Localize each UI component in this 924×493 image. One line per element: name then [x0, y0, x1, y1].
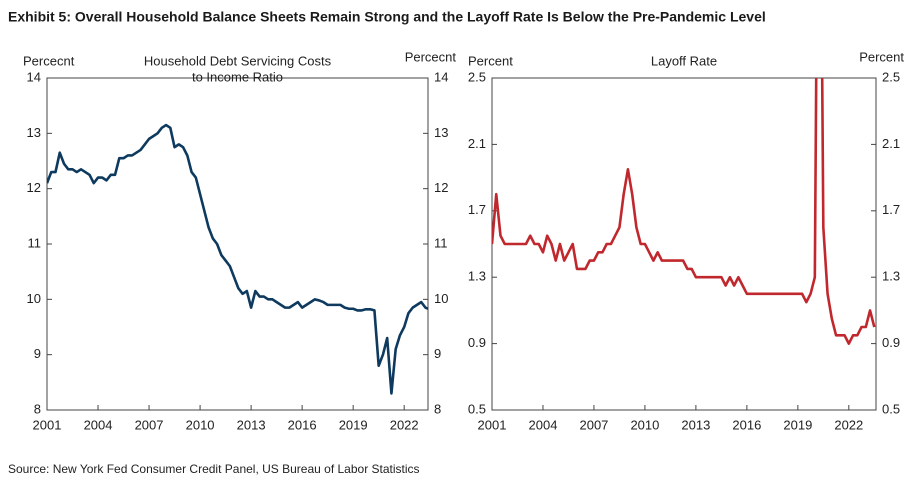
x-tick-label: 2007: [135, 417, 164, 432]
x-tick-label: 2013: [681, 417, 710, 432]
y-tick-label-right: 1.3: [882, 269, 900, 284]
y-tick-label-right: 0.9: [882, 335, 900, 350]
y-tick-label: 8: [34, 401, 41, 416]
y-tick-label: 0.9: [468, 335, 486, 350]
y-tick-label-right: 11: [434, 235, 448, 250]
x-tick-label: 2022: [390, 417, 419, 432]
data-line: [47, 123, 428, 395]
x-tick-label: 2001: [33, 417, 62, 432]
y-tick-label-right: 8: [434, 401, 441, 416]
series-group: [492, 78, 876, 345]
y-tick-label-right: 0.5: [882, 401, 900, 416]
x-tick-label: 2019: [783, 417, 812, 432]
x-tick-label: 2016: [732, 417, 761, 432]
y-tick-label: 1.7: [468, 202, 486, 217]
y-tick-label-right: 2.5: [882, 69, 900, 84]
y-tick-label: 0.5: [468, 401, 486, 416]
source-note: Source: New York Fed Consumer Credit Pan…: [8, 462, 420, 476]
y-axis-label-right: Percent: [859, 49, 904, 64]
plot-frame: [491, 77, 877, 411]
x-tick-label: 2016: [288, 417, 317, 432]
x-tick-label: 2001: [478, 417, 507, 432]
y-tick-label-right: 1.7: [882, 202, 900, 217]
y-tick-label-right: 10: [434, 291, 448, 306]
panel-title: Layoff Rate: [651, 53, 717, 68]
x-tick-label: 2007: [579, 417, 608, 432]
series-group: [47, 123, 428, 395]
plot-frame: [46, 77, 429, 411]
y-tick-label: 14: [27, 69, 41, 84]
x-tick-label: 2013: [237, 417, 266, 432]
y-tick-label: 13: [27, 125, 41, 140]
y-tick-label-right: 14: [434, 69, 448, 84]
data-line: [492, 78, 876, 345]
y-tick-label-right: 9: [434, 346, 441, 361]
panel-title: Household Debt Servicing Costs: [144, 53, 332, 68]
x-tick-label: 2010: [630, 417, 659, 432]
y-tick-label: 9: [34, 346, 41, 361]
y-axis-label: Percent: [468, 53, 513, 68]
x-tick-label: 2004: [529, 417, 558, 432]
y-axis-label: Percecnt: [23, 53, 75, 68]
x-tick-label: 2004: [84, 417, 113, 432]
y-tick-label: 11: [28, 235, 42, 250]
panel-title: to Income Ratio: [192, 69, 283, 84]
y-axis-label-right: Percecnt: [405, 49, 457, 64]
y-tick-label: 1.3: [468, 269, 486, 284]
x-tick-label: 2022: [834, 417, 863, 432]
y-tick-label: 2.5: [468, 69, 486, 84]
y-tick-label-right: 12: [434, 180, 448, 195]
y-tick-label-right: 13: [434, 125, 448, 140]
y-tick-label: 12: [27, 180, 41, 195]
x-tick-label: 2010: [186, 417, 215, 432]
y-tick-label: 10: [27, 291, 41, 306]
y-tick-label: 2.1: [468, 136, 486, 151]
exhibit-title: Exhibit 5: Overall Household Balance She…: [8, 9, 766, 25]
y-tick-label-right: 2.1: [882, 136, 900, 151]
x-tick-label: 2019: [339, 417, 368, 432]
